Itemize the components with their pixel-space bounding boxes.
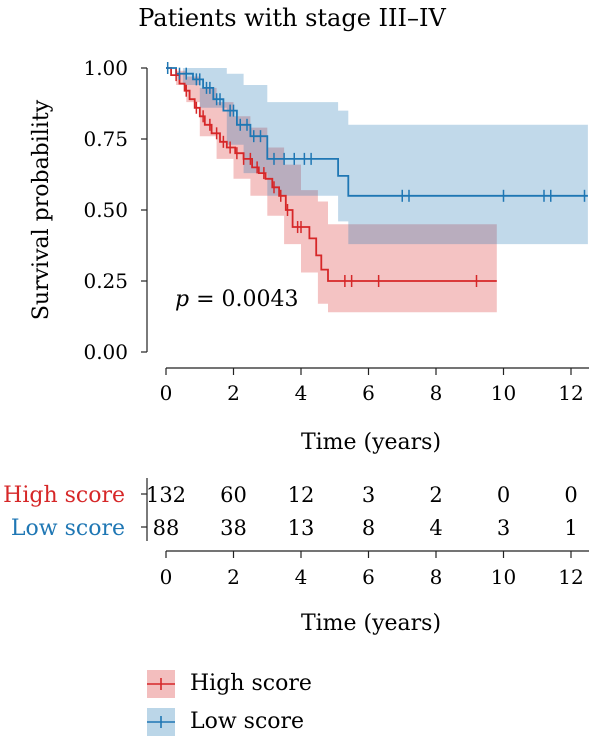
- risk-row-label-low: Low score: [11, 516, 125, 541]
- survival-plot: 0.00 0.25 0.50 0.75 1.00 0 2 4 6 8 10 12 Survival …: [29, 56, 589, 455]
- x-tick-label: 8: [430, 381, 443, 405]
- risk-cell-low: 1: [564, 516, 577, 540]
- risk-x-tick-label: 2: [227, 565, 240, 589]
- risk-cell-high: 3: [362, 483, 375, 507]
- risk-table: High score Low score 132 60 12 3 2 0 088 38 13 8 4…: [3, 478, 589, 636]
- x-tick-label: 0: [160, 381, 173, 405]
- chart-title: Patients with stage III–IV: [138, 4, 446, 32]
- risk-x-tick-label: 6: [362, 565, 375, 589]
- legend-item-low-score: Low score: [147, 708, 304, 736]
- p-symbol: p: [175, 287, 189, 312]
- y-axis-label: Survival probability: [29, 99, 54, 320]
- risk-table-cells: 132 60 12 3 2 0 0 88 38 13 8 4 3 1: [141, 483, 578, 540]
- risk-cell-high: 132: [146, 483, 186, 507]
- y-tick-label: 0.75: [83, 127, 128, 151]
- ci-band-high: [166, 68, 497, 313]
- risk-cell-high: 60: [220, 483, 247, 507]
- risk-cell-low: 38: [220, 516, 247, 540]
- risk-cell-high: 12: [288, 483, 315, 507]
- p-value-annotation: p = 0.0043: [175, 287, 299, 312]
- risk-x-tick-label: 8: [430, 565, 443, 589]
- censor-marks: [166, 62, 586, 287]
- risk-row-label-high: High score: [3, 483, 125, 508]
- risk-cell-low: 88: [153, 516, 180, 540]
- risk-cell-high: 2: [429, 483, 442, 507]
- risk-cell-high: 0: [564, 483, 577, 507]
- y-tick-label: 0.50: [83, 198, 128, 222]
- p-value-text: = 0.0043: [189, 287, 298, 312]
- risk-cell-low: 3: [497, 516, 510, 540]
- risk-cell-high: 0: [497, 483, 510, 507]
- risk-x-tick-label: 4: [295, 565, 308, 589]
- risk-cell-low: 8: [362, 516, 375, 540]
- legend-label-high: High score: [190, 671, 312, 696]
- legend-label-low: Low score: [190, 709, 304, 734]
- risk-x-tick-label: 10: [491, 565, 516, 589]
- risk-x-axis-ticks: 0 2 4 6 8 10 12: [160, 551, 584, 589]
- risk-x-axis-label: Time (years): [301, 611, 441, 636]
- legend-item-high-score: High score: [147, 670, 312, 698]
- ci-band-low: [166, 68, 588, 245]
- x-tick-label: 10: [491, 381, 516, 405]
- x-tick-label: 12: [558, 381, 583, 405]
- risk-cell-low: 13: [288, 516, 315, 540]
- x-tick-label: 6: [362, 381, 375, 405]
- x-tick-label: 2: [227, 381, 240, 405]
- x-axis-ticks: 0 2 4 6 8 10 12: [160, 368, 584, 405]
- y-axis-ticks: 0.00 0.25 0.50 0.75 1.00: [83, 56, 147, 364]
- risk-cell-low: 4: [429, 516, 442, 540]
- legend: High score Low score: [147, 670, 312, 736]
- y-tick-label: 0.25: [83, 269, 128, 293]
- confidence-bands: [166, 68, 588, 313]
- risk-x-tick-label: 0: [160, 565, 173, 589]
- x-axis-label: Time (years): [301, 430, 441, 455]
- risk-x-tick-label: 12: [558, 565, 583, 589]
- y-tick-label: 0.00: [83, 340, 128, 364]
- x-tick-label: 4: [295, 381, 308, 405]
- y-tick-label: 1.00: [83, 56, 128, 80]
